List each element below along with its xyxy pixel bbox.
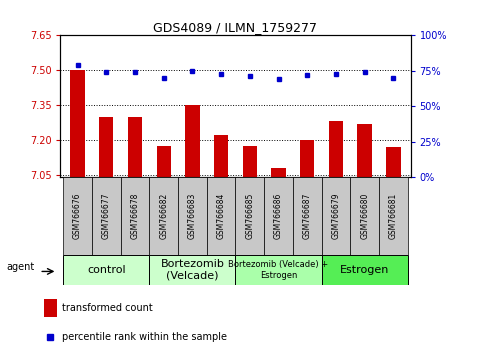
Bar xyxy=(44,299,57,317)
Bar xyxy=(121,177,149,255)
Text: GSM766684: GSM766684 xyxy=(216,193,226,239)
Bar xyxy=(128,117,142,177)
Bar xyxy=(350,177,379,255)
Text: Estrogen: Estrogen xyxy=(340,265,389,275)
Bar xyxy=(322,255,408,285)
Text: GSM766683: GSM766683 xyxy=(188,193,197,239)
Bar xyxy=(236,255,322,285)
Text: agent: agent xyxy=(6,262,34,272)
Bar xyxy=(242,145,257,177)
Bar xyxy=(178,177,207,255)
Bar xyxy=(322,177,350,255)
Text: GSM766681: GSM766681 xyxy=(389,193,398,239)
Text: Bortezomib
(Velcade): Bortezomib (Velcade) xyxy=(160,259,224,281)
Text: transformed count: transformed count xyxy=(62,303,153,313)
Text: GSM766682: GSM766682 xyxy=(159,193,168,239)
Bar xyxy=(149,177,178,255)
Bar xyxy=(71,70,85,177)
Text: GSM766685: GSM766685 xyxy=(245,193,255,239)
Bar xyxy=(207,177,236,255)
Bar xyxy=(92,177,121,255)
Text: GSM766686: GSM766686 xyxy=(274,193,283,239)
Text: GSM766676: GSM766676 xyxy=(73,193,82,239)
Text: Bortezomib (Velcade) +
Estrogen: Bortezomib (Velcade) + Estrogen xyxy=(228,260,328,280)
Text: control: control xyxy=(87,265,126,275)
Bar xyxy=(149,255,236,285)
Bar xyxy=(386,147,400,177)
Bar xyxy=(357,124,372,177)
Text: GSM766677: GSM766677 xyxy=(102,193,111,239)
Bar xyxy=(379,177,408,255)
Bar xyxy=(329,121,343,177)
Bar xyxy=(293,177,322,255)
Bar xyxy=(264,177,293,255)
Text: GSM766680: GSM766680 xyxy=(360,193,369,239)
Bar xyxy=(156,145,171,177)
Bar xyxy=(300,140,314,177)
Bar xyxy=(236,177,264,255)
Bar xyxy=(99,117,114,177)
Bar xyxy=(63,255,149,285)
Text: GSM766687: GSM766687 xyxy=(303,193,312,239)
Text: percentile rank within the sample: percentile rank within the sample xyxy=(62,332,227,342)
Bar xyxy=(271,168,285,177)
Text: GSM766679: GSM766679 xyxy=(331,193,341,239)
Title: GDS4089 / ILMN_1759277: GDS4089 / ILMN_1759277 xyxy=(154,21,317,34)
Text: GSM766678: GSM766678 xyxy=(130,193,140,239)
Bar xyxy=(185,105,199,177)
Bar xyxy=(63,177,92,255)
Bar xyxy=(214,135,228,177)
